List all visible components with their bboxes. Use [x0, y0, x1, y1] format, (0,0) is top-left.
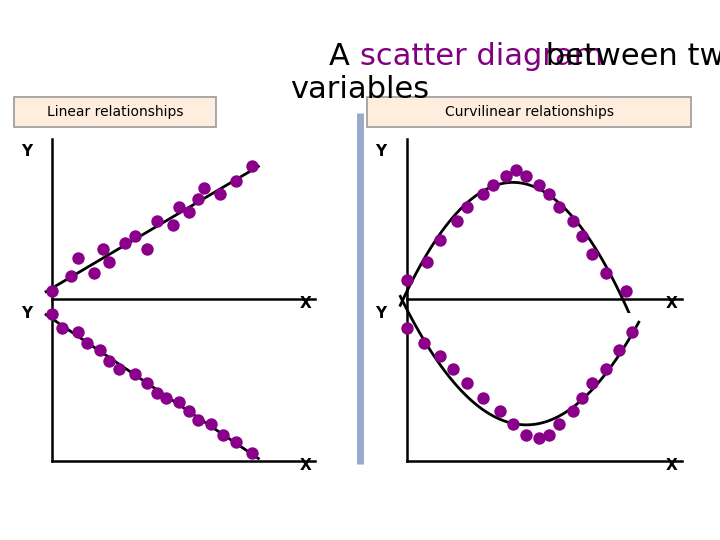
Point: [521, 430, 532, 439]
Point: [534, 434, 545, 443]
Point: [600, 364, 611, 373]
Point: [626, 328, 638, 336]
FancyBboxPatch shape: [367, 97, 691, 127]
Point: [544, 190, 555, 198]
Point: [613, 346, 625, 355]
Point: [104, 258, 115, 266]
Text: variables: variables: [290, 75, 430, 104]
Point: [477, 394, 489, 402]
FancyBboxPatch shape: [14, 97, 216, 127]
Point: [192, 416, 204, 424]
Point: [151, 217, 163, 226]
Point: [554, 202, 565, 211]
Point: [587, 250, 598, 259]
Text: A: A: [329, 42, 360, 71]
Point: [88, 268, 99, 277]
Point: [246, 449, 258, 457]
Point: [142, 379, 153, 388]
Text: X: X: [666, 458, 678, 474]
Point: [434, 352, 446, 360]
Point: [494, 407, 505, 415]
Point: [167, 221, 179, 230]
Point: [174, 397, 185, 406]
Point: [47, 309, 58, 318]
Point: [230, 438, 242, 447]
Point: [183, 407, 194, 415]
Point: [401, 324, 413, 333]
Point: [81, 339, 93, 347]
Point: [534, 180, 545, 189]
Point: [129, 370, 140, 379]
Point: [192, 195, 204, 204]
Point: [577, 232, 588, 240]
Point: [72, 254, 84, 262]
Point: [448, 364, 459, 373]
Text: scatter diagram: scatter diagram: [360, 42, 603, 71]
Point: [161, 394, 172, 402]
Point: [554, 420, 565, 428]
Point: [72, 328, 84, 336]
Point: [544, 430, 555, 439]
Point: [401, 276, 413, 285]
Text: Y: Y: [375, 144, 386, 159]
Point: [104, 357, 115, 366]
Point: [587, 379, 598, 388]
Point: [567, 407, 578, 415]
Text: Curvilinear relationships: Curvilinear relationships: [445, 105, 613, 119]
Text: X: X: [300, 458, 312, 474]
Point: [620, 287, 631, 295]
Point: [142, 245, 153, 253]
Point: [434, 235, 446, 244]
Point: [567, 217, 578, 226]
Point: [183, 208, 194, 217]
Point: [418, 339, 429, 347]
Point: [230, 177, 242, 185]
Point: [113, 364, 125, 373]
Point: [246, 162, 258, 171]
Point: [215, 190, 226, 198]
Point: [600, 268, 611, 277]
Point: [477, 190, 489, 198]
Point: [174, 202, 185, 211]
Text: X: X: [300, 296, 312, 312]
Point: [129, 232, 140, 240]
Point: [461, 379, 472, 388]
Point: [94, 346, 106, 355]
Text: X: X: [666, 296, 678, 312]
Point: [199, 184, 210, 193]
Text: Linear relationships: Linear relationships: [47, 105, 184, 119]
Text: Y: Y: [22, 144, 32, 159]
Text: Y: Y: [375, 306, 386, 321]
Point: [577, 394, 588, 402]
Point: [487, 180, 499, 189]
Point: [507, 420, 518, 428]
Point: [451, 217, 462, 226]
Point: [217, 430, 229, 439]
Point: [47, 287, 58, 295]
Point: [205, 420, 217, 428]
Point: [521, 171, 532, 180]
Point: [500, 171, 512, 180]
Point: [66, 272, 77, 281]
Point: [151, 388, 163, 397]
Text: between two: between two: [536, 42, 720, 71]
Text: Y: Y: [22, 306, 32, 321]
Point: [461, 202, 472, 211]
Point: [120, 239, 131, 248]
Point: [97, 245, 109, 253]
Point: [510, 166, 522, 174]
Point: [56, 324, 68, 333]
Point: [421, 258, 433, 266]
